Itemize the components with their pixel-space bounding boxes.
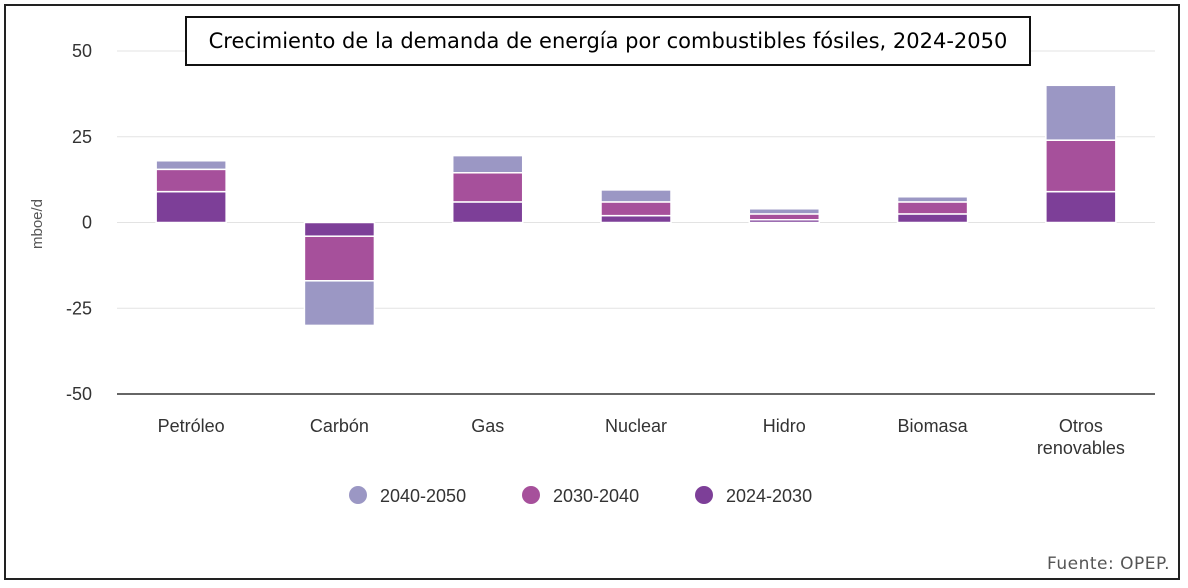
bar-stack xyxy=(1045,84,1117,224)
source-note: Fuente: OPEP. xyxy=(1047,554,1170,574)
y-axis-label: mboe/d xyxy=(29,199,46,249)
category-labels: Petróleo Carbón Gas Nuclear Hidro Biomasa Otro… xyxy=(158,416,1125,458)
bar-segment xyxy=(155,190,227,224)
y-tick-label: 50 xyxy=(72,41,92,61)
category-label: Otros renovables xyxy=(1037,416,1125,458)
legend-swatch xyxy=(349,486,367,504)
legend-swatch xyxy=(695,486,713,504)
legend-label: 2030-2040 xyxy=(553,486,639,506)
bar-stack xyxy=(303,221,376,327)
bar-segment xyxy=(600,214,672,224)
bar-segment xyxy=(1045,84,1117,141)
chart-frame xyxy=(4,4,1180,580)
category-label: Biomasa xyxy=(898,416,969,436)
category-label: Carbón xyxy=(310,416,369,436)
bar-segment xyxy=(748,208,821,215)
y-tick-labels: 50 25 0 -25 -50 xyxy=(66,41,92,404)
bar-segment xyxy=(451,201,524,224)
chart-title-box: Crecimiento de la demanda de energía por… xyxy=(185,16,1031,66)
y-tick-label: -25 xyxy=(66,298,92,318)
legend-label: 2024-2030 xyxy=(726,486,812,506)
legend-item: 2024-2030 xyxy=(695,486,812,506)
bar-segment xyxy=(896,196,969,203)
bar-segment xyxy=(600,189,672,203)
bar-segment xyxy=(451,154,524,174)
category-label: Petróleo xyxy=(158,416,225,436)
bar-stack xyxy=(451,154,524,224)
bar-segment xyxy=(155,160,227,171)
bar-segment xyxy=(303,280,376,327)
y-tick-label: 25 xyxy=(72,127,92,147)
legend-item: 2030-2040 xyxy=(522,486,639,506)
bar-stack xyxy=(600,189,672,224)
legend-item: 2040-2050 xyxy=(349,486,466,506)
category-label: Nuclear xyxy=(605,416,667,436)
legend-swatch xyxy=(522,486,540,504)
bar-segment xyxy=(600,201,672,217)
bar-segment xyxy=(896,201,969,215)
bar-segment xyxy=(451,172,524,203)
category-label: Hidro xyxy=(763,416,806,436)
legend: 2040-2050 2030-2040 2024-2030 xyxy=(349,486,812,506)
bar-segment xyxy=(748,213,821,221)
y-tick-label: -50 xyxy=(66,384,92,404)
bar-segment xyxy=(896,213,969,224)
legend-label: 2040-2050 xyxy=(380,486,466,506)
bar-stack xyxy=(748,208,821,224)
bar-segment xyxy=(155,168,227,193)
chart-title: Crecimiento de la demanda de energía por… xyxy=(208,29,1008,53)
bar-stack xyxy=(155,160,227,224)
category-label: Gas xyxy=(471,416,504,436)
y-tick-label: 0 xyxy=(82,213,92,233)
bar-segment xyxy=(303,235,376,282)
bar-segment xyxy=(303,221,376,237)
bar-stack xyxy=(896,196,969,224)
bars xyxy=(155,84,1117,327)
bar-segment xyxy=(1045,190,1117,224)
bar-segment xyxy=(1045,139,1117,193)
